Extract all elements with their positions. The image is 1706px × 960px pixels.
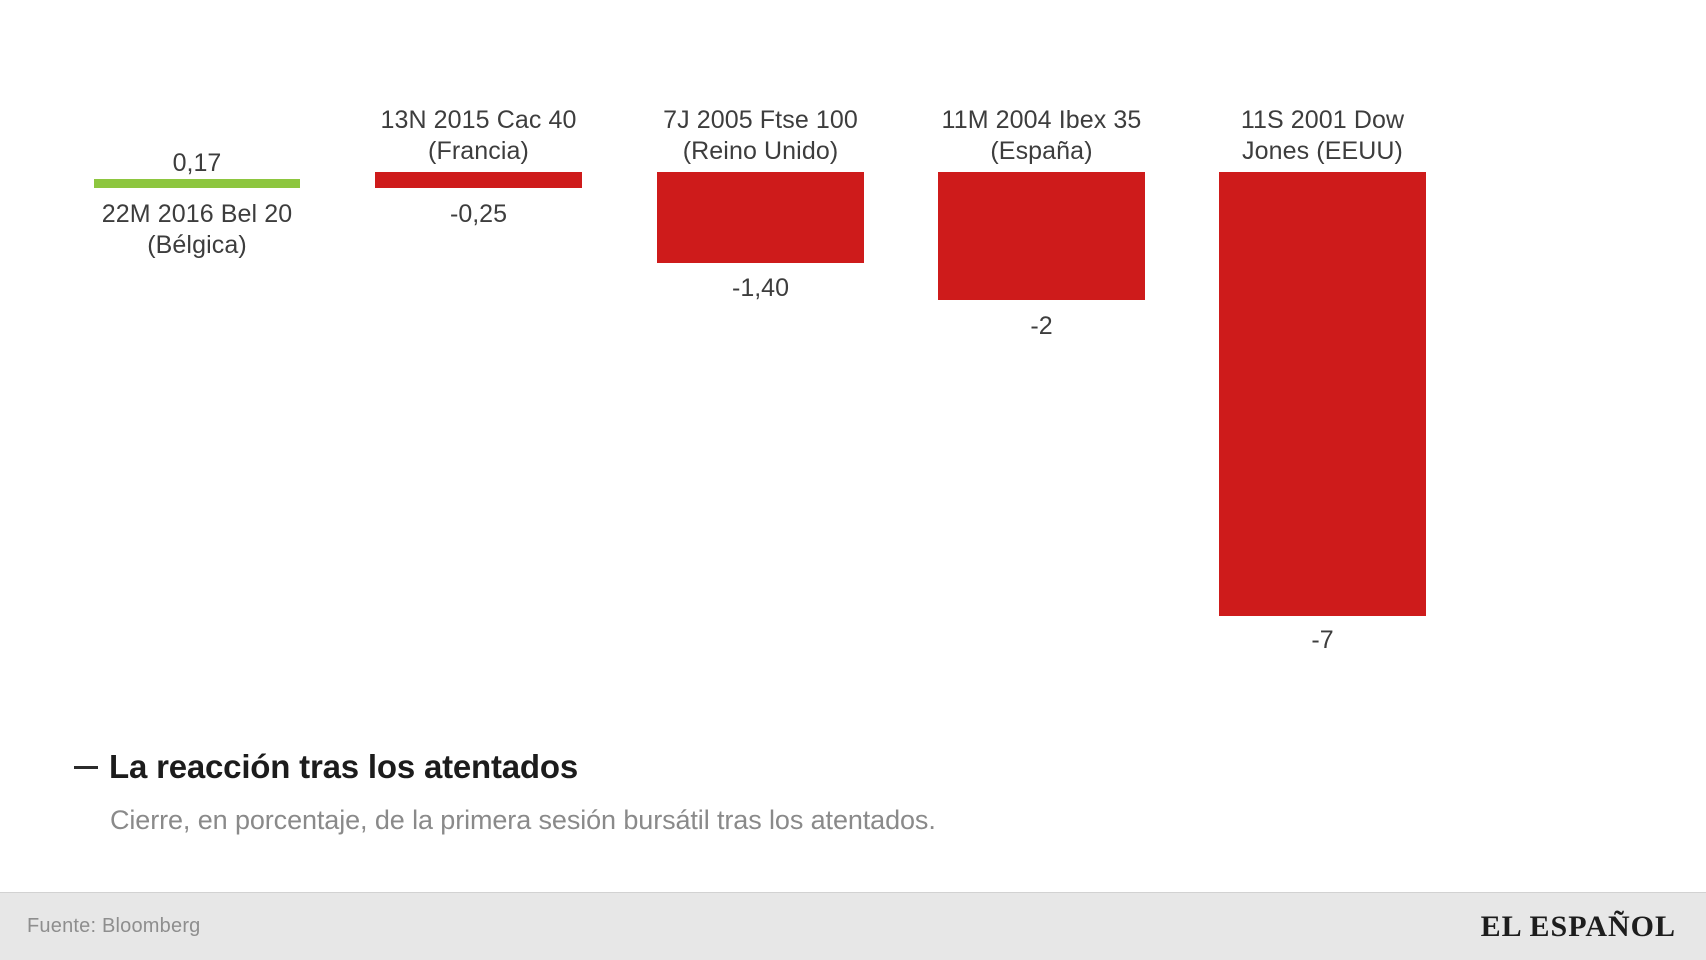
bar-label-ibex35: 11M 2004 Ibex 35 (España) (941, 106, 1142, 165)
bar-label-cac40: 13N 2015 Cac 40 (Francia) (380, 106, 577, 165)
bar-chart: 0,17 22M 2016 Bel 20 (Bélgica) 13N 2015 … (94, 0, 1426, 740)
bar-group-ftse100: 7J 2005 Ftse 100 (Reino Unido) -1,40 (657, 0, 864, 740)
source-label: Fuente: Bloomberg (27, 915, 201, 937)
caption-subtitle: Cierre, en porcentaje, de la primera ses… (110, 805, 936, 835)
bar-rect-cac40 (375, 172, 582, 188)
bar-rect-bel20 (94, 179, 300, 188)
brand-logo: EL ESPAÑOL (1480, 909, 1676, 943)
bar-label-ftse100: 7J 2005 Ftse 100 (Reino Unido) (663, 106, 858, 165)
bar-rect-ftse100 (657, 172, 864, 263)
bar-value-ibex35: -2 (1030, 312, 1053, 340)
bar-value-cac40: -0,25 (450, 200, 507, 228)
footer-bar: Fuente: Bloomberg EL ESPAÑOL (0, 892, 1706, 960)
bar-group-ibex35: 11M 2004 Ibex 35 (España) -2 (938, 0, 1145, 740)
bar-value-bel20: 0,17 (172, 149, 222, 177)
caption-block: La reacción tras los atentados Cierre, e… (0, 748, 1706, 836)
bar-group-cac40: 13N 2015 Cac 40 (Francia) -0,25 (375, 0, 582, 740)
bar-rect-dowjones (1219, 172, 1426, 616)
bar-group-dowjones: 11S 2001 Dow Jones (EEUU) -7 (1219, 0, 1426, 740)
bar-value-dowjones: -7 (1311, 626, 1334, 654)
bar-value-ftse100: -1,40 (732, 274, 789, 302)
page-title: La reacción tras los atentados (109, 748, 579, 785)
title-dash-icon (74, 765, 98, 769)
bar-label-dowjones: 11S 2001 Dow Jones (EEUU) (1240, 106, 1405, 165)
bar-label-bel20: 22M 2016 Bel 20 (Bélgica) (101, 200, 293, 259)
bar-group-bel20: 0,17 22M 2016 Bel 20 (Bélgica) (94, 0, 300, 740)
bar-rect-ibex35 (938, 172, 1145, 300)
caption-title-row: La reacción tras los atentados (0, 748, 1706, 786)
